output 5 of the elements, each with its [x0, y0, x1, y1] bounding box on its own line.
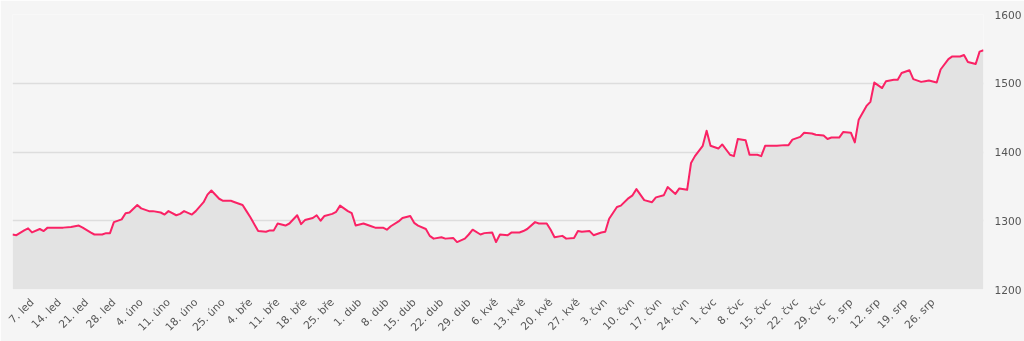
- y-tick-label: 1600: [994, 8, 1022, 22]
- y-tick-label: 1400: [994, 146, 1022, 159]
- y-tick-label: 1200: [994, 283, 1022, 297]
- y-tick-label: 1300: [994, 214, 1022, 228]
- y-tick-label: 1500: [994, 77, 1022, 91]
